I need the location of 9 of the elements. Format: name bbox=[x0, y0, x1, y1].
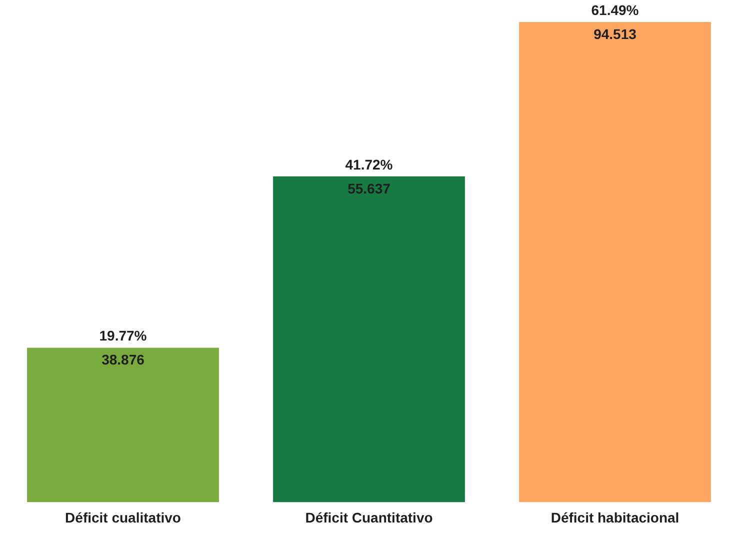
annotation: 94.513 bbox=[594, 26, 637, 42]
data-label: 41.72% bbox=[345, 156, 394, 172]
x-tick-label: Déficit habitacional bbox=[550, 509, 680, 526]
x-tick-label: Déficit cualitativo bbox=[65, 509, 181, 526]
data-label: 19.77% bbox=[99, 328, 148, 344]
x-tick-label: Déficit Cuantitativo bbox=[305, 509, 433, 526]
data-label: 61.49% bbox=[591, 2, 640, 18]
annotation: 38.876 bbox=[102, 352, 145, 368]
annotation: 55.637 bbox=[348, 180, 391, 196]
